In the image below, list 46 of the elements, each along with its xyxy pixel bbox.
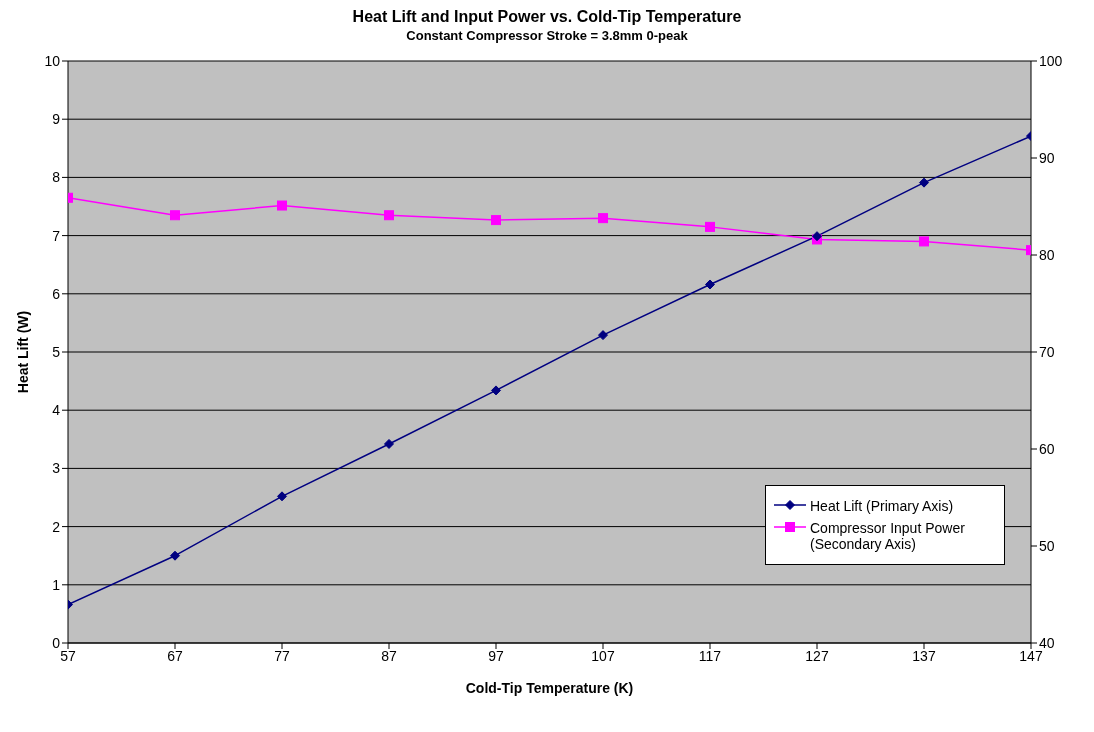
point (705, 279, 715, 290)
legend-label: Compressor Input Power (Secondary Axis) (810, 520, 966, 552)
point (384, 438, 394, 449)
y-tick-label: 8 (52, 169, 61, 186)
x-tick-label: 67 (167, 647, 183, 664)
legend-label: Heat Lift (Primary Axis) (810, 498, 954, 514)
y-tick-label: 7 (52, 227, 61, 244)
x-tick-label: 87 (381, 647, 397, 664)
y2-tick-label: 80 (1039, 246, 1055, 263)
point (705, 221, 715, 232)
y-tick-label: 10 (44, 52, 61, 69)
point (491, 215, 501, 226)
x-tick-label: 77 (274, 647, 290, 664)
x-tick-label: 117 (698, 647, 722, 664)
chart-title: Heat Lift and Input Power vs. Cold-Tip Temperature (351, 8, 743, 26)
x-axis-title: Cold-Tip Temperature (K) (465, 680, 634, 696)
point (384, 210, 394, 221)
y2-tick-label: 70 (1039, 343, 1055, 360)
point (170, 550, 180, 561)
y2-tick-label: 50 (1039, 537, 1055, 554)
y-tick-label: 0 (52, 634, 61, 651)
y-tick-label: 3 (52, 460, 61, 477)
point (277, 491, 287, 502)
y-tick-label: 1 (52, 576, 61, 593)
point (598, 330, 608, 341)
x-tick-label: 127 (805, 647, 829, 664)
y2-tick-label: 90 (1039, 149, 1055, 166)
chart-subtitle: Constant Compressor Stroke = 3.8mm 0-peak (405, 28, 689, 43)
x-tick-label: 107 (591, 647, 615, 664)
point (598, 213, 608, 224)
point (919, 236, 929, 247)
x-tick-label: 97 (488, 647, 504, 664)
y2-tick-label: 100 (1039, 52, 1063, 69)
y-tick-label: 4 (52, 402, 61, 419)
x-tick-label: 57 (60, 647, 76, 664)
y-axis-title: Heat Lift (W) (14, 310, 31, 394)
y-tick-label: 9 (52, 111, 61, 128)
y-tick-label: 2 (52, 518, 61, 535)
point (170, 210, 180, 221)
point (277, 200, 287, 211)
x-tick-label: 137 (912, 647, 936, 664)
y2-tick-label: 60 (1039, 440, 1055, 457)
y-tick-label: 6 (52, 285, 61, 302)
point (491, 385, 501, 396)
y-tick-label: 5 (52, 343, 61, 360)
point (919, 177, 929, 188)
